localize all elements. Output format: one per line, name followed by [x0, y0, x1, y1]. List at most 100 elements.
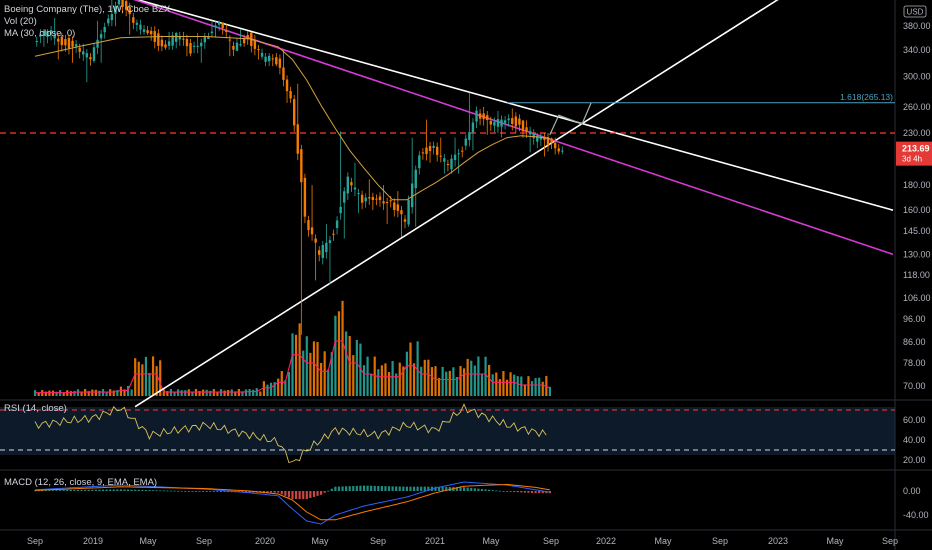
legend-macd[interactable]: MACD (12, 26, close, 9, EMA, EMA)	[4, 477, 158, 488]
candle-body	[303, 177, 307, 217]
candle-body	[325, 242, 328, 253]
volume-bar	[502, 371, 505, 396]
time-axis-tick: Sep	[712, 536, 728, 546]
volume-bar	[162, 389, 165, 396]
macd-histogram-bar	[405, 486, 408, 491]
legend-rsi[interactable]: RSI (14, close)	[4, 403, 67, 414]
volume-bar	[455, 376, 459, 396]
candle-body	[171, 35, 174, 46]
volume-bar	[480, 373, 484, 396]
candle-body	[182, 38, 185, 40]
candle-body	[328, 240, 332, 244]
macd-histogram-bar	[323, 491, 326, 493]
macd-histogram-bar	[248, 491, 251, 493]
candle-body	[292, 99, 296, 126]
volume-bar	[284, 380, 287, 396]
candle-body	[242, 38, 246, 44]
macd-histogram-bar	[227, 491, 230, 493]
candle-body	[318, 250, 321, 255]
time-axis-tick: May	[311, 536, 329, 546]
macd-histogram-bar	[409, 486, 412, 491]
candle-body	[275, 57, 278, 65]
candle-body	[468, 132, 471, 140]
legend-ma[interactable]: MA (30, close, 0)	[4, 28, 76, 39]
volume-ma-line	[35, 340, 550, 394]
volume-bar	[316, 341, 319, 396]
macd-histogram-bar	[41, 490, 44, 492]
candle-body	[428, 146, 432, 152]
volume-bar	[37, 392, 40, 396]
candle-body	[339, 206, 342, 214]
volume-bar	[173, 391, 176, 396]
macd-histogram-bar	[387, 486, 391, 491]
macd-histogram-bar	[502, 491, 505, 492]
macd-histogram-bar	[219, 491, 223, 492]
volume-bar	[280, 371, 283, 396]
volume-bar	[423, 359, 426, 396]
volume-bar	[241, 391, 244, 396]
volume-bar	[266, 384, 269, 396]
macd-histogram-bar	[377, 485, 380, 491]
macd-histogram-bar	[73, 489, 76, 491]
macd-histogram-bar	[101, 489, 105, 491]
price-badge-value: 213.69	[902, 144, 930, 154]
candle-body	[375, 198, 378, 200]
candle-body	[350, 182, 353, 186]
volume-bar	[505, 379, 509, 396]
candle-body	[74, 44, 78, 47]
price-axis-tick: 340.00	[903, 45, 931, 55]
candle-body	[89, 57, 92, 60]
macd-histogram-bar	[126, 489, 130, 491]
rsi-line	[34, 403, 547, 464]
macd-histogram-bar	[69, 490, 72, 491]
candle-body	[536, 135, 539, 142]
volume-bar	[434, 366, 437, 396]
macd-histogram-bar	[112, 489, 115, 491]
volume-bar	[119, 386, 122, 396]
macd-histogram-bar	[55, 490, 58, 491]
legend-volume[interactable]: Vol (20)	[4, 16, 37, 27]
candle-body	[246, 35, 249, 39]
macd-histogram-bar	[280, 491, 283, 495]
macd-histogram-bar	[277, 491, 280, 493]
candle-body	[432, 145, 435, 148]
candle-body	[471, 122, 475, 133]
volume-bar	[302, 350, 305, 396]
macd-histogram-bar	[498, 490, 501, 492]
legend-symbol[interactable]: Boeing Company (The), 1W, Cboe BZX	[4, 4, 171, 15]
candle-body	[346, 176, 350, 194]
candle-body	[210, 31, 214, 34]
volume-bar	[166, 391, 169, 396]
candle-body	[160, 39, 164, 47]
volume-bar	[466, 358, 469, 396]
candle-body	[264, 56, 267, 62]
macd-histogram-bar	[173, 490, 176, 492]
candle-body	[461, 150, 464, 152]
volume-bar	[159, 360, 162, 396]
volume-bar	[80, 391, 83, 396]
candle-body	[478, 113, 482, 119]
macd-histogram-bar	[337, 486, 341, 491]
volume-bar	[359, 343, 362, 396]
volume-bar	[198, 391, 201, 396]
candle-body	[196, 45, 199, 47]
macd-histogram-bar	[491, 490, 494, 491]
candle-body	[78, 47, 81, 52]
legend-main: Boeing Company (The), 1W, Cboe BZX Vol (…	[4, 4, 170, 40]
volume-bar	[244, 389, 248, 396]
volume-bar	[405, 351, 408, 396]
candle-body	[364, 197, 367, 202]
macd-histogram-bar	[169, 490, 173, 492]
candle-body	[178, 36, 181, 40]
candle-body	[521, 120, 525, 132]
macd-histogram-bar	[51, 490, 55, 492]
volume-bar	[312, 341, 316, 396]
candle-body	[435, 146, 439, 155]
macd-histogram-bar	[541, 491, 544, 494]
volume-bar	[209, 390, 212, 396]
macd-histogram-bar	[298, 491, 301, 500]
candle-body	[278, 58, 282, 68]
macd-histogram-bar	[488, 489, 491, 491]
macd-histogram-bar	[141, 489, 144, 491]
